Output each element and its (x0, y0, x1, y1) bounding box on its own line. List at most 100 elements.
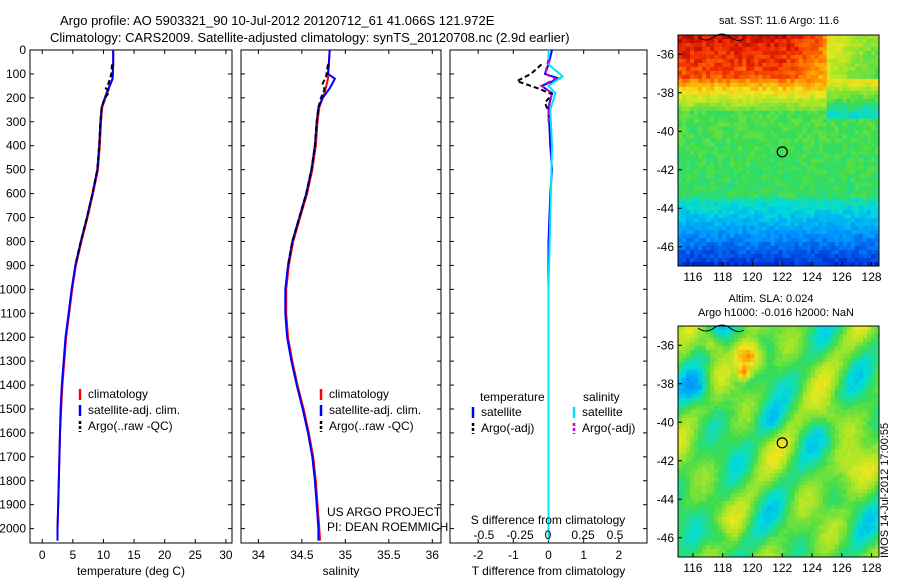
map-cell (710, 78, 715, 84)
map-cell (702, 457, 707, 462)
map-cell (846, 66, 852, 72)
map-cell (786, 381, 791, 387)
map-cell (742, 489, 747, 494)
map-cell (682, 425, 687, 430)
map-cell (874, 110, 880, 116)
map-cell (854, 90, 860, 96)
map-cell (858, 74, 864, 80)
map-cell (874, 218, 880, 223)
map-cell (842, 262, 848, 267)
map-cell (774, 238, 779, 243)
map-cell (754, 397, 759, 403)
map-cell (678, 421, 683, 426)
map-cell (702, 222, 707, 227)
map-cell (758, 146, 763, 151)
map-cell (782, 106, 787, 112)
map-cell (802, 66, 808, 72)
map-cell (678, 553, 683, 558)
map-cell (798, 106, 804, 112)
map-cell (826, 74, 832, 80)
map-cell (862, 166, 868, 171)
map-cell (718, 154, 723, 159)
map-cell (694, 154, 699, 159)
map-cell (686, 226, 691, 231)
map-cell (854, 238, 860, 243)
map-cell (786, 509, 791, 514)
map-cell (742, 86, 747, 92)
map-cell (678, 429, 683, 434)
map-cell (798, 465, 804, 470)
map-cell (766, 509, 771, 514)
map-cell (822, 35, 828, 40)
map-cell (774, 178, 779, 183)
map-cell (698, 102, 703, 108)
map-cell (766, 106, 771, 112)
map-cell (722, 401, 727, 407)
map-cell (702, 170, 707, 175)
map-cell (810, 146, 816, 151)
map-cell (862, 222, 868, 227)
map-cell (698, 42, 703, 48)
map-cell (682, 82, 687, 88)
map-cell (842, 178, 848, 183)
map-cell (786, 106, 791, 112)
plot-frame-2 (240, 49, 442, 544)
map-cell (766, 42, 771, 48)
map-cell (702, 393, 707, 399)
map-cell (766, 170, 771, 175)
map-cell (694, 441, 699, 446)
map-cell (762, 118, 767, 124)
map-cell (714, 178, 719, 183)
map-cell (678, 326, 683, 331)
map-cell (746, 38, 751, 44)
map-cell (698, 461, 703, 466)
map-cell (694, 130, 699, 135)
map-cell (750, 349, 755, 355)
map-cell (814, 94, 820, 100)
map-cell (798, 445, 804, 450)
map-cell (862, 54, 868, 60)
map-cell (766, 493, 771, 498)
map-cell (846, 42, 852, 48)
map-cell (694, 505, 699, 510)
map-cell (854, 130, 860, 135)
map-cell (858, 146, 864, 151)
map-cell (766, 162, 771, 167)
map-cell (842, 86, 848, 92)
map-cell (706, 477, 711, 482)
map-cell (778, 158, 783, 163)
map-cell (730, 246, 735, 251)
map-cell (794, 162, 799, 167)
map-cell (774, 98, 779, 104)
map-cell (790, 226, 795, 231)
map-cell (710, 230, 715, 235)
map-cell (690, 349, 695, 355)
legend-label: climatology (88, 387, 148, 401)
map-cell (790, 449, 795, 454)
map-cell (790, 377, 795, 383)
map-cell (766, 242, 771, 247)
map-cell (718, 521, 723, 526)
map-cell (742, 262, 747, 267)
map-cell (714, 405, 719, 411)
map-cell (774, 126, 779, 131)
map-cell (678, 122, 683, 127)
map-cell (694, 66, 699, 72)
map-cell (710, 421, 715, 426)
map-cell (726, 481, 731, 486)
map-cell (690, 449, 695, 454)
map-cell (686, 385, 691, 391)
map-cell (746, 66, 751, 72)
map-cell (742, 74, 747, 80)
map-cell (702, 389, 707, 395)
map-cell (854, 35, 860, 40)
map-cell (778, 337, 783, 343)
map-cell (778, 345, 783, 351)
map-cell (742, 102, 747, 108)
map-cell (770, 250, 775, 255)
map-cell (722, 485, 727, 490)
map-cell (778, 182, 783, 187)
map-cell (686, 369, 691, 375)
map-cell (790, 58, 795, 64)
map-cell (722, 421, 727, 426)
